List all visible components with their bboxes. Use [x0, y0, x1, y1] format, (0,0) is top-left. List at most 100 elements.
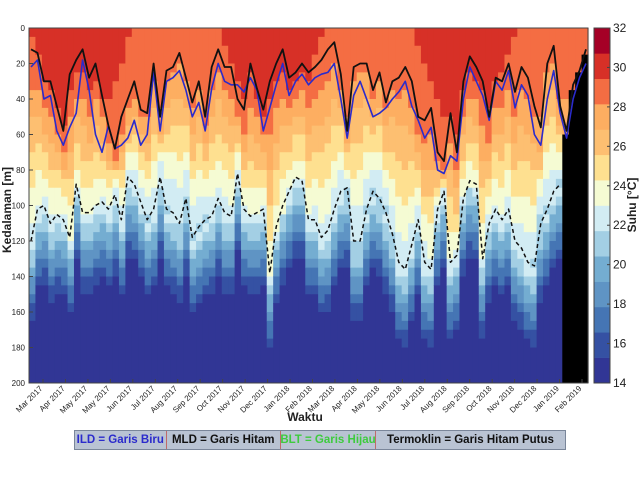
heatmap-cell	[273, 267, 281, 277]
heatmap-cell	[343, 249, 351, 269]
heatmap-cell	[510, 196, 518, 224]
heatmap-cell	[106, 170, 114, 189]
heatmap-cell	[112, 258, 120, 277]
heatmap-cell	[273, 143, 281, 171]
heatmap-cell	[510, 249, 518, 269]
heatmap-cell	[510, 116, 518, 144]
heatmap-cell	[311, 152, 319, 180]
y-tick-label: 20	[16, 60, 25, 69]
heatmap-cell	[48, 232, 56, 251]
heatmap-cell	[343, 223, 351, 242]
heatmap-cell	[408, 285, 416, 295]
heatmap-cell	[106, 276, 114, 286]
heatmap-cell	[176, 28, 184, 64]
heatmap-cell	[465, 258, 473, 383]
heatmap-cell	[234, 249, 242, 383]
heatmap-cell	[35, 223, 43, 233]
heatmap-cell	[170, 294, 178, 383]
heatmap-cell	[485, 258, 493, 277]
colorbar-tick-label: 26	[613, 139, 627, 153]
heatmap-cell	[433, 99, 441, 162]
heatmap-cell	[86, 116, 94, 144]
heatmap-cell	[311, 125, 319, 153]
heatmap-cell	[35, 143, 43, 171]
colorbar-swatch	[594, 230, 610, 257]
heatmap-cell	[138, 116, 146, 135]
heatmap-cell	[41, 152, 49, 180]
heatmap-cell	[350, 267, 358, 277]
heatmap-cell	[330, 223, 339, 233]
heatmap-cell	[86, 241, 94, 251]
heatmap-cell	[440, 116, 448, 171]
heatmap-cell	[151, 232, 159, 251]
heatmap-cell	[266, 347, 274, 383]
heatmap-cell	[273, 232, 281, 242]
heatmap-cell	[453, 249, 461, 269]
termoklin-line	[30, 172, 561, 274]
heatmap-cell	[157, 232, 165, 242]
heatmap-cell	[530, 329, 538, 348]
heatmap-cell	[440, 232, 448, 242]
heatmap-cell	[504, 258, 512, 277]
heatmap-cell	[363, 258, 371, 277]
heatmap-cell	[247, 134, 255, 162]
heatmap-cell	[311, 285, 319, 295]
heatmap-cell	[382, 223, 390, 242]
heatmap-cell	[241, 258, 249, 277]
heatmap-cell	[414, 28, 422, 47]
heatmap-cell	[247, 187, 255, 215]
heatmap-cell	[485, 107, 493, 144]
heatmap-cell	[202, 241, 210, 260]
heatmap-cell	[247, 28, 255, 73]
heatmap-cell	[86, 267, 94, 277]
heatmap-cell	[292, 99, 300, 118]
heatmap-cell	[382, 294, 390, 383]
heatmap-cell	[305, 285, 313, 295]
heatmap-cell	[131, 249, 139, 260]
heatmap-cell	[234, 116, 242, 127]
heatmap-cell	[485, 276, 493, 286]
heatmap-cell	[478, 267, 486, 286]
heatmap-cell	[420, 63, 428, 144]
heatmap-cell	[504, 249, 512, 260]
heatmap-cell	[279, 232, 287, 242]
heatmap-cell	[433, 232, 441, 251]
heatmap-cell	[266, 320, 274, 340]
heatmap-cell	[491, 134, 499, 153]
heatmap-cell	[93, 152, 101, 180]
heatmap-cell	[395, 125, 403, 162]
heatmap-cell	[369, 134, 377, 153]
heatmap-cell	[29, 28, 37, 38]
heatmap-cell	[54, 152, 62, 171]
heatmap-cell	[93, 214, 101, 233]
heatmap-cell	[311, 241, 319, 260]
heatmap-cell	[99, 249, 107, 269]
heatmap-cell	[330, 232, 339, 251]
heatmap-cell	[260, 285, 268, 383]
heatmap-cell	[485, 303, 493, 383]
heatmap-cell	[375, 170, 383, 198]
heatmap-cell	[298, 72, 306, 91]
heatmap-cell	[510, 294, 518, 304]
heatmap-cell	[260, 134, 268, 153]
heatmap-cell	[536, 285, 544, 304]
heatmap-cell	[151, 276, 159, 286]
heatmap-cell	[279, 125, 287, 153]
heatmap-cell	[86, 28, 94, 91]
heatmap-cell	[536, 303, 544, 383]
heatmap-cell	[356, 170, 364, 206]
heatmap-cell	[427, 28, 435, 82]
heatmap-cell	[228, 241, 236, 251]
heatmap-cell	[144, 28, 152, 118]
heatmap-cell	[504, 285, 512, 383]
heatmap-cell	[144, 258, 152, 269]
heatmap-cell	[157, 143, 165, 153]
heatmap-cell	[125, 152, 133, 171]
heatmap-cell	[433, 285, 441, 383]
colorbar-swatch	[594, 306, 610, 333]
heatmap-cell	[221, 196, 229, 224]
heatmap-cell	[202, 143, 210, 162]
heatmap-cell	[369, 232, 377, 242]
heatmap-cell	[337, 267, 345, 383]
